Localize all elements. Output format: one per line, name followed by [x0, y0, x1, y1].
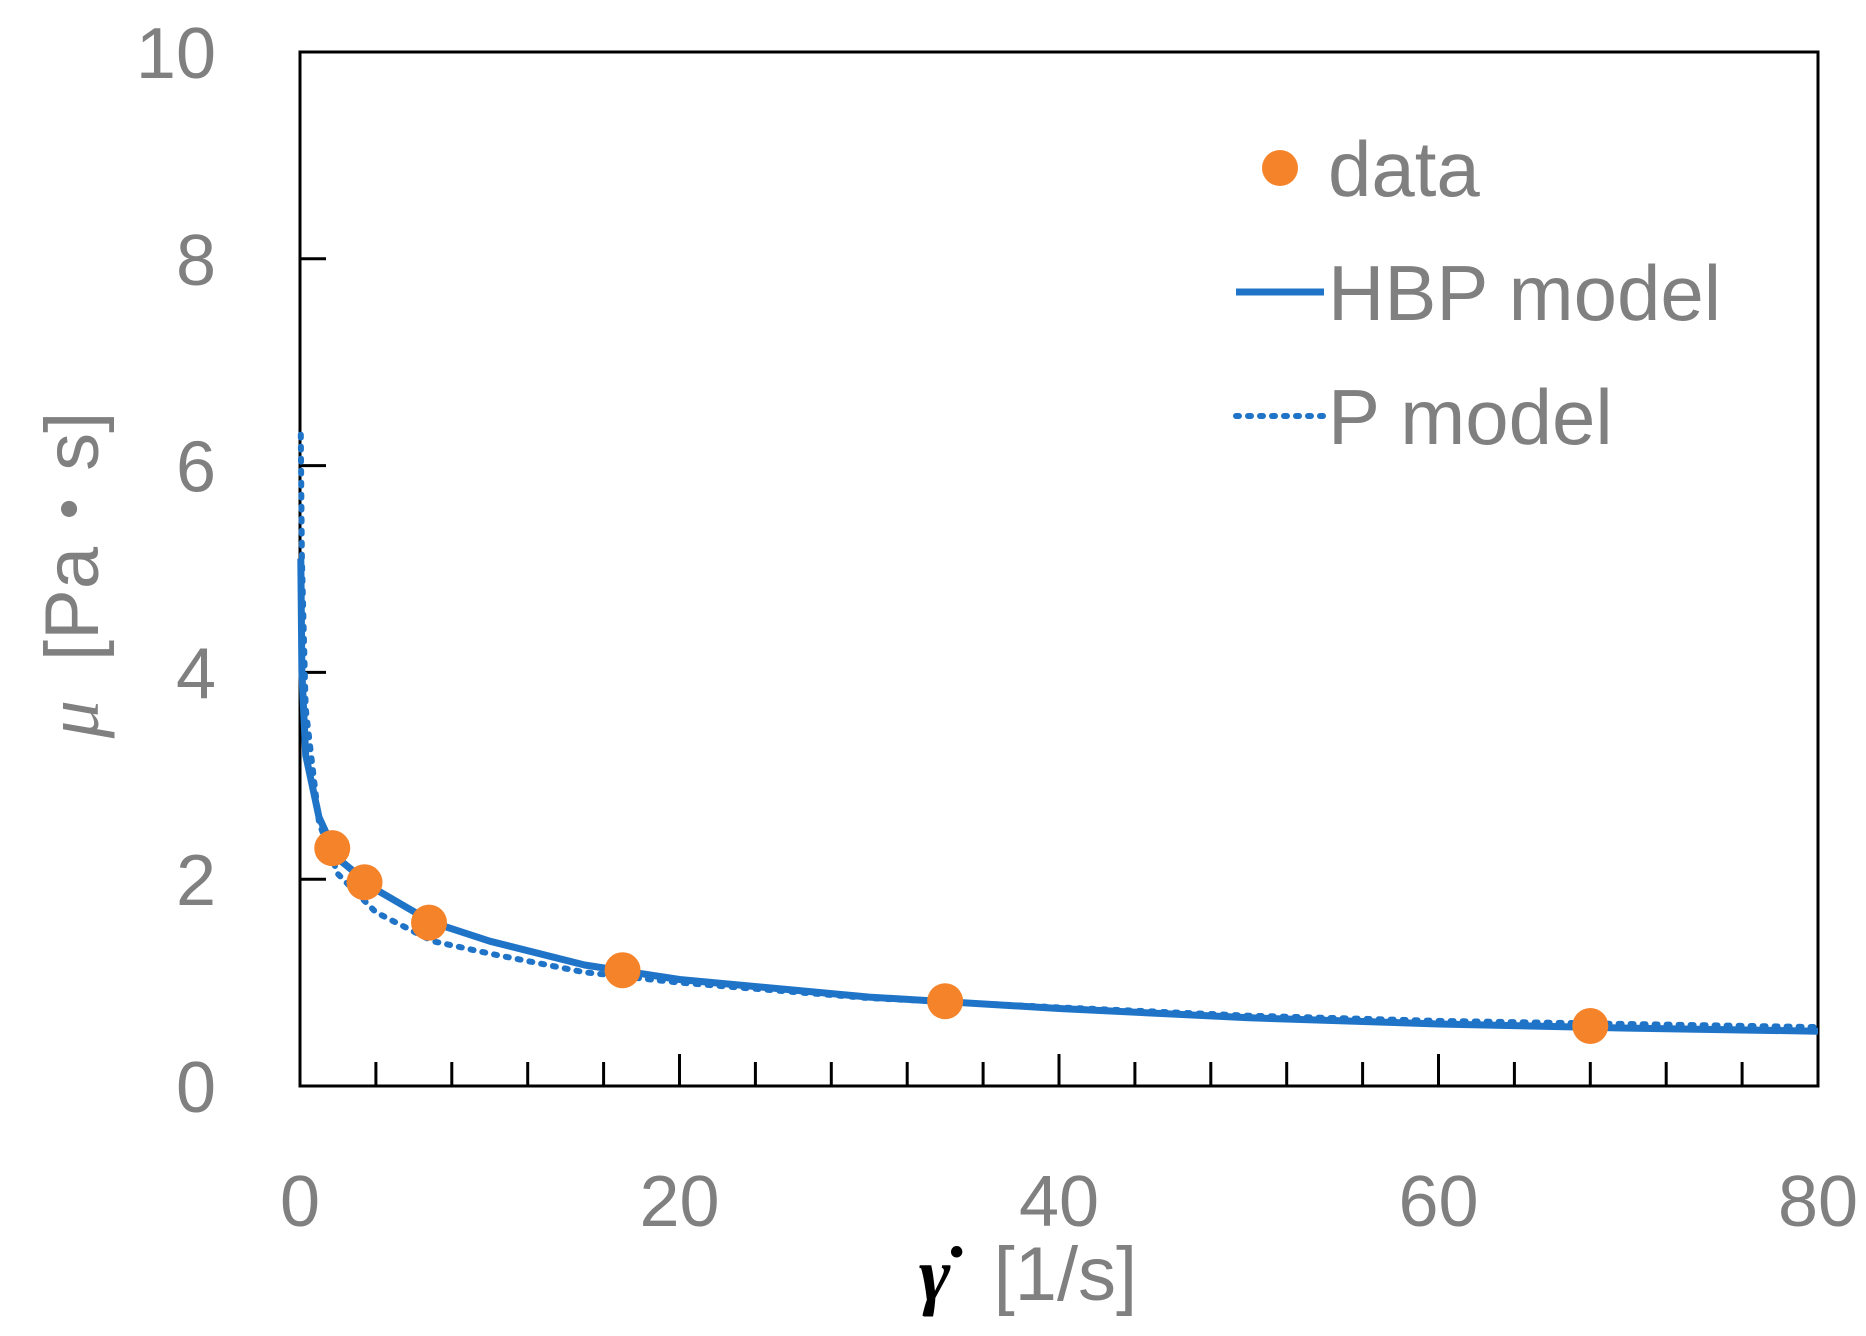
x-tick-label: 40: [1019, 1162, 1099, 1242]
y-axis-symbol: μ: [31, 700, 115, 739]
legend-label: P model: [1328, 373, 1613, 461]
data-point: [1572, 1008, 1609, 1045]
p-model-line: [297, 431, 1821, 1031]
y-tick-label: 0: [176, 1048, 216, 1128]
series-layer: [297, 431, 1821, 1045]
legend: data HBP model P model: [1233, 125, 1721, 461]
y-tick-label: 4: [176, 634, 216, 714]
legend-marker-data: [1262, 150, 1298, 186]
x-tick-label: 20: [639, 1162, 719, 1242]
x-axis-title: γ̇ [1/s]: [919, 1232, 1137, 1317]
legend-label: HBP model: [1328, 249, 1721, 337]
x-tick-label: 80: [1778, 1162, 1858, 1242]
data-point: [411, 904, 448, 941]
data-point: [604, 952, 641, 989]
plot-frame: [298, 50, 1820, 1088]
y-tick-label: 6: [176, 428, 216, 508]
y-axis-unit: [Pa・s]: [30, 412, 115, 661]
data-point: [346, 864, 383, 901]
x-axis: 0 20 40 60 80: [280, 1054, 1858, 1242]
x-axis-symbol: γ̇: [919, 1233, 963, 1317]
x-tick-label: 60: [1398, 1162, 1478, 1242]
y-axis: 0 2 4 6 8 10: [136, 14, 326, 1128]
data-point: [927, 983, 964, 1020]
y-tick-label: 2: [176, 841, 216, 921]
x-axis-unit: [1/s]: [994, 1232, 1138, 1317]
legend-label: data: [1328, 125, 1480, 213]
plot-area: [298, 50, 1820, 1088]
y-tick-label: 10: [136, 14, 216, 94]
y-axis-title: μ [Pa・s]: [30, 412, 115, 739]
data-point: [314, 830, 351, 867]
x-tick-label: 0: [280, 1162, 320, 1242]
y-tick-label: 8: [176, 221, 216, 301]
